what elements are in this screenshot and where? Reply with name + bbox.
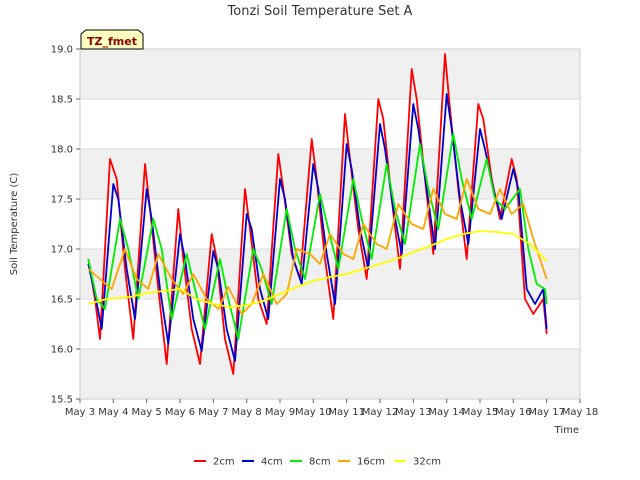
x-tick-label: May 4 [98,407,128,418]
y-tick-label: 18.0 [51,145,73,156]
x-tick-label: May 12 [362,407,399,418]
legend-label-8cm: 8cm [309,457,331,468]
x-tick-label: May 15 [462,407,499,418]
y-tick-label: 16.0 [51,345,73,356]
y-tick-label: 18.5 [51,95,73,106]
y-tick-label: 17.0 [51,245,73,256]
x-axis-label: Time [554,425,579,436]
x-tick-label: May 3 [65,407,95,418]
x-tick-label: May 11 [328,407,365,418]
x-tick-label: May 17 [528,407,565,418]
y-tick-label: 19.0 [51,45,73,56]
tag-box-shape [80,29,144,50]
series-line-16cm [87,178,548,315]
tag-label: TZ_fmet [87,35,137,48]
legend-label-4cm: 4cm [261,457,283,468]
x-tick-label: May 9 [265,407,295,418]
legend: 2cm 4cm 8cm 16cm 32cm [194,457,441,468]
x-tick-label: May 18 [562,407,599,418]
plot-background [80,49,580,399]
series-line-32cm [88,230,548,308]
axes [76,48,581,403]
y-tick-label: 15.5 [51,395,73,406]
legend-label-16cm: 16cm [357,457,385,468]
x-tick-label: May 6 [165,407,195,418]
x-tick-label: May 5 [132,407,162,418]
series-group [87,53,548,375]
x-tick-label: May 16 [495,407,532,418]
series-line-8cm [87,133,548,340]
x-tick-label: May 13 [395,407,432,418]
legend-label-32cm: 32cm [413,457,441,468]
plot-band [80,149,580,199]
x-tick-label: May 7 [198,407,228,418]
x-tick-label: May 10 [295,407,332,418]
tag-box: TZ_fmet [80,29,144,50]
y-tick-label: 16.5 [51,295,73,306]
chart-title: Tonzi Soil Temperature Set A [227,4,413,19]
plot-band [80,349,580,399]
y-tick-label: 17.5 [51,195,73,206]
series-line-4cm [87,93,548,362]
legend-label-2cm: 2cm [213,457,235,468]
x-tick-label: May 14 [428,407,465,418]
plot-frame [79,48,581,400]
x-tick-label: May 8 [232,407,262,418]
y-axis-label: Soil Temperature (C) [9,173,20,276]
plot-band [80,49,580,99]
